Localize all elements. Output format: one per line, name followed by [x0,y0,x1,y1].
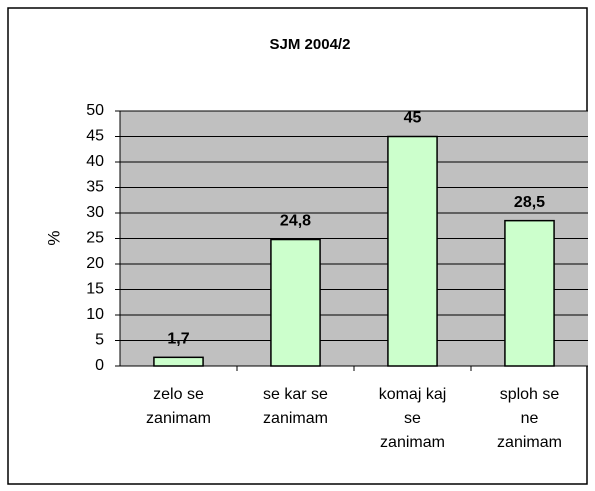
data-label: 1,7 [167,331,189,348]
data-label: 24,8 [280,213,311,230]
y-tick-label: 45 [86,128,104,145]
y-tick-label: 35 [86,179,104,196]
y-tick-label: 15 [86,281,104,298]
data-label: 28,5 [514,194,545,211]
x-tick-label: zelo se zanimam [146,386,211,427]
bar [387,135,438,367]
y-tick-label: 40 [86,153,104,170]
y-tick-label: 50 [86,102,104,119]
y-tick-label: 25 [86,230,104,247]
y-tick-label: 10 [86,306,104,323]
x-tick-label: sploh se ne zanimam [497,386,562,451]
x-tick-label: se kar se zanimam [263,386,328,427]
x-tick-label: komaj kaj se zanimam [378,386,447,451]
chart-title: SJM 2004/2 [270,36,351,53]
bar [270,238,321,367]
y-tick-label: 5 [95,332,104,349]
data-label: 45 [404,110,422,127]
y-axis-label: % [44,230,63,245]
bar [504,219,555,367]
y-tick-label: 20 [86,255,104,272]
y-tick-label: 30 [86,204,104,221]
y-tick-label: 0 [95,357,104,374]
bar [153,356,204,367]
